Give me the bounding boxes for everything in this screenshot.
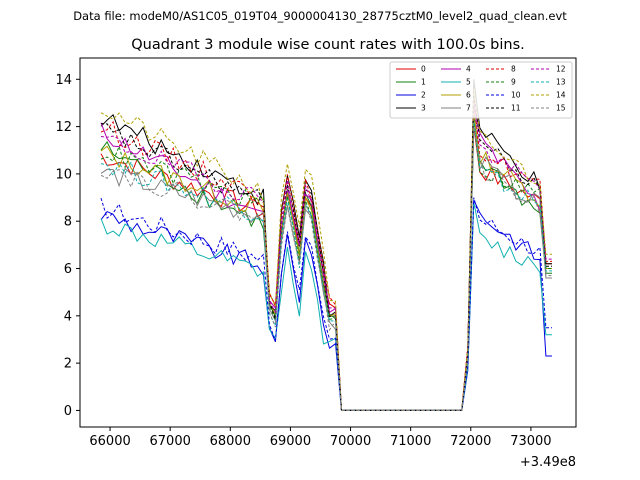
legend-box [389, 61, 573, 119]
y-tick-label: 12 [55, 120, 72, 135]
x-offset-label: +3.49e8 [520, 455, 576, 470]
y-tick-label: 10 [55, 167, 72, 182]
legend-label-0: 0 [421, 65, 426, 74]
series-line-15 [100, 126, 552, 411]
y-tick-label: 8 [64, 215, 72, 230]
y-tick-label: 4 [64, 309, 72, 324]
legend-label-1: 1 [421, 78, 426, 87]
legend-label-11: 11 [511, 104, 521, 113]
series-line-10 [100, 197, 552, 411]
x-tick-label: 69000 [270, 434, 311, 449]
legend-label-13: 13 [556, 78, 566, 87]
y-tick-label: 0 [64, 404, 72, 419]
legend-label-3: 3 [421, 104, 426, 113]
legend-label-15: 15 [556, 104, 566, 113]
y-tick-label: 14 [55, 73, 72, 88]
series-line-12 [100, 107, 552, 411]
figure-suptitle: Data file: modeM0/AS1C05_019T04_90000041… [73, 9, 567, 23]
x-tick-label: 67000 [150, 434, 191, 449]
legend-label-2: 2 [421, 91, 426, 100]
x-axis: 66000 67000 68000 69000 70000 71000 72000 73000 [89, 427, 552, 449]
y-tick-label: 2 [64, 357, 72, 372]
series-line-5 [100, 202, 552, 411]
series-line-9 [100, 119, 552, 411]
legend-label-9: 9 [511, 78, 516, 87]
legend-label-10: 10 [511, 91, 521, 100]
x-tick-label: 66000 [89, 434, 130, 449]
x-tick-label: 70000 [330, 434, 371, 449]
x-tick-label: 73000 [510, 434, 551, 449]
x-tick-label: 68000 [210, 434, 251, 449]
x-tick-label: 71000 [390, 434, 431, 449]
plot-area [80, 58, 576, 427]
legend-label-7: 7 [466, 104, 471, 113]
legend-label-5: 5 [466, 78, 471, 87]
legend-label-4: 4 [466, 65, 471, 74]
x-tick-label: 72000 [450, 434, 491, 449]
legend-label-6: 6 [466, 91, 471, 100]
series-line-14 [100, 88, 552, 411]
y-tick-label: 6 [64, 262, 72, 277]
legend-label-8: 8 [511, 65, 516, 74]
legend-label-14: 14 [556, 91, 566, 100]
chart-title: Quadrant 3 module wise count rates with … [131, 37, 525, 53]
y-axis: 0 2 4 6 8 10 12 14 [55, 73, 80, 419]
axes-frame [79, 57, 577, 428]
series-line-2 [100, 199, 552, 411]
legend-label-12: 12 [556, 65, 566, 74]
